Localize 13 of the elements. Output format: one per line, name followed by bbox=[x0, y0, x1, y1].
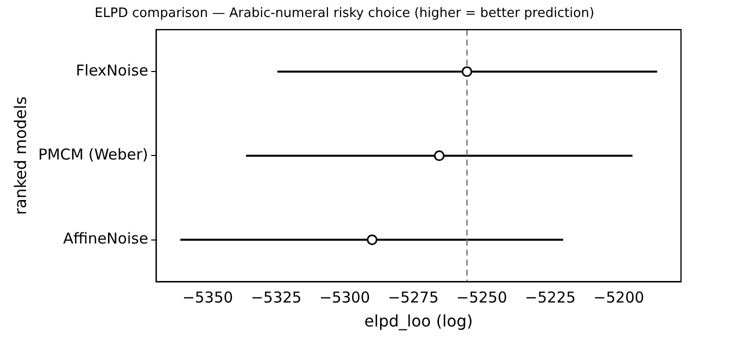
x-axis-title: elpd_loo (log) bbox=[364, 312, 473, 331]
y-tick-label: PMCM (Weber) bbox=[38, 146, 148, 164]
chart-title: ELPD comparison — Arabic-numeral risky choice (higher = better prediction) bbox=[94, 6, 594, 22]
y-tick-label: FlexNoise bbox=[76, 62, 148, 80]
x-tick-label: −5300 bbox=[319, 288, 370, 307]
x-tick-label: −5350 bbox=[182, 288, 234, 307]
x-tick-label: −5275 bbox=[388, 288, 439, 307]
x-tick-label: −5250 bbox=[456, 288, 508, 307]
x-tick-label: −5225 bbox=[524, 288, 576, 307]
y-tick-label: AffineNoise bbox=[63, 230, 148, 248]
x-tick-label: −5200 bbox=[593, 288, 644, 307]
y-axis-title: ranked models bbox=[10, 96, 30, 215]
x-tick-label: −5325 bbox=[250, 288, 302, 307]
